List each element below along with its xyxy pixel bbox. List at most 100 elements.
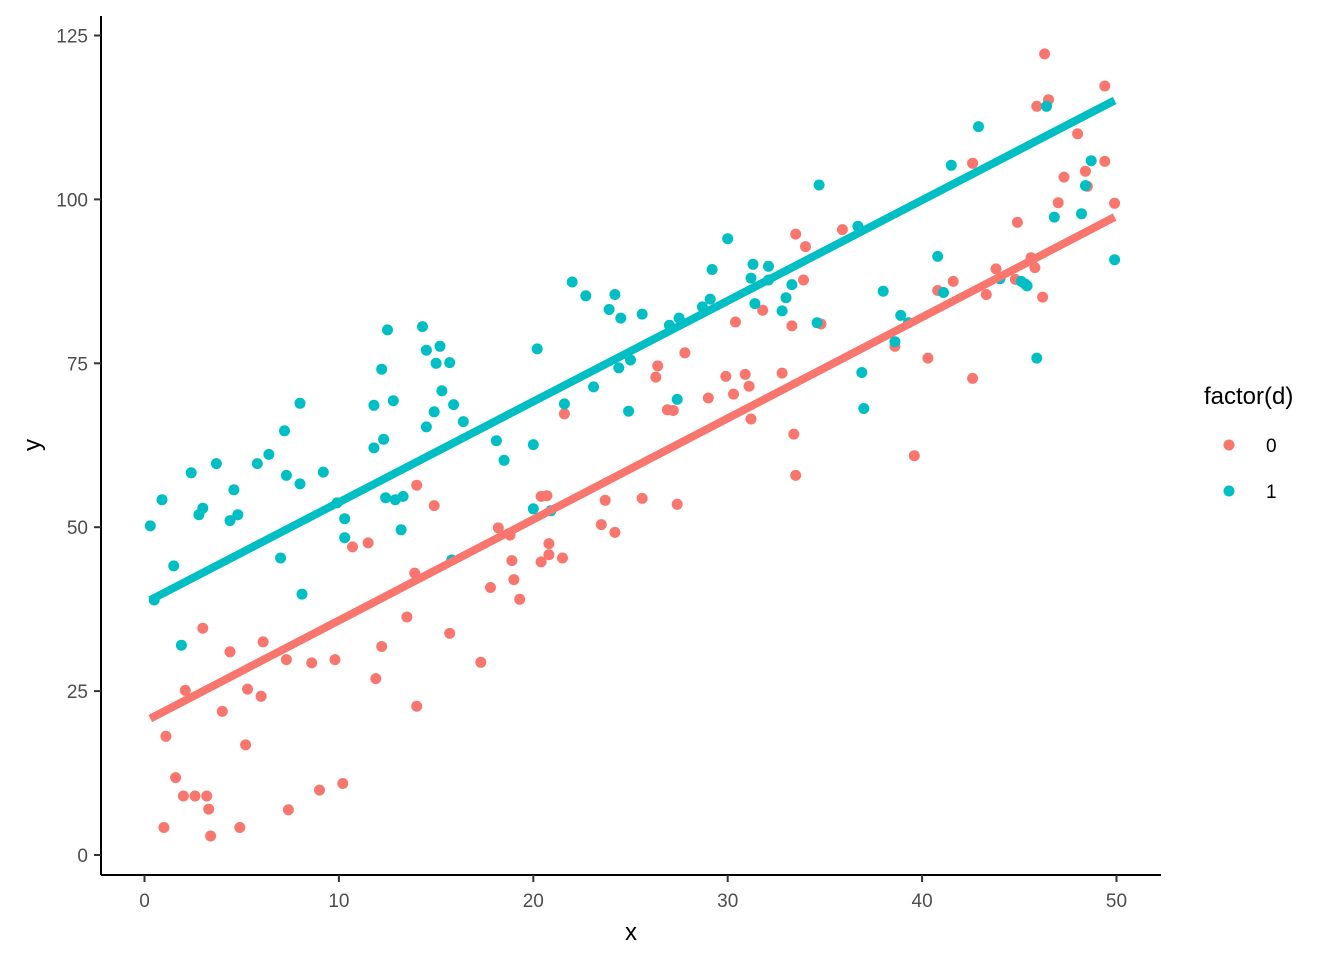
x-axis-ticks: 0 10 20 30 40 50 xyxy=(139,875,1127,912)
data-point xyxy=(889,336,901,348)
data-point xyxy=(580,290,592,302)
x-tick-label: 20 xyxy=(523,891,544,912)
data-point xyxy=(448,399,460,411)
data-point xyxy=(380,492,392,504)
data-point xyxy=(786,279,798,291)
data-point xyxy=(527,439,539,451)
data-point xyxy=(444,627,456,639)
data-point xyxy=(1037,291,1049,303)
x-tick-label: 30 xyxy=(717,891,738,912)
x-tick-label: 50 xyxy=(1106,891,1127,912)
data-point xyxy=(382,324,393,336)
data-point xyxy=(798,274,809,286)
data-point xyxy=(1041,100,1052,112)
data-point xyxy=(615,312,627,324)
data-point xyxy=(228,484,240,496)
data-point xyxy=(294,478,306,490)
data-point xyxy=(401,611,413,623)
data-point xyxy=(790,228,802,240)
data-point xyxy=(636,308,648,320)
data-point xyxy=(776,305,788,317)
data-point xyxy=(279,425,290,437)
data-point xyxy=(557,552,568,564)
regression-lines xyxy=(148,96,1117,723)
data-point xyxy=(967,372,979,384)
data-point xyxy=(945,159,957,171)
y-tick-label: 125 xyxy=(56,27,88,48)
data-point xyxy=(780,292,792,304)
data-point xyxy=(1021,280,1033,292)
data-point xyxy=(337,778,349,789)
data-point xyxy=(444,357,456,369)
data-point xyxy=(1029,262,1041,274)
data-point xyxy=(294,397,306,409)
data-point xyxy=(1099,155,1111,167)
data-point xyxy=(922,352,934,364)
data-point xyxy=(179,684,191,696)
data-point xyxy=(541,490,553,502)
data-point xyxy=(667,405,679,416)
data-point xyxy=(411,479,423,491)
data-point xyxy=(671,498,683,510)
data-point xyxy=(1058,171,1070,183)
data-point xyxy=(411,700,423,712)
y-tick-label: 50 xyxy=(67,518,88,539)
data-point xyxy=(543,549,555,561)
data-point xyxy=(1048,211,1060,223)
data-point xyxy=(671,393,683,405)
data-point xyxy=(436,385,448,397)
y-tick-label: 100 xyxy=(56,190,88,211)
data-point xyxy=(800,241,811,253)
data-point xyxy=(1079,165,1091,177)
data-point xyxy=(706,264,718,275)
data-point xyxy=(339,532,351,544)
data-point xyxy=(747,258,759,270)
data-point xyxy=(947,275,959,287)
data-point xyxy=(749,298,761,310)
data-point xyxy=(895,309,907,321)
data-point xyxy=(908,450,920,462)
x-tick-label: 10 xyxy=(328,891,349,912)
data-point xyxy=(745,413,757,425)
data-point xyxy=(558,408,570,420)
data-point xyxy=(566,276,578,288)
data-point xyxy=(543,538,555,550)
data-point xyxy=(387,395,399,407)
data-point xyxy=(1011,216,1023,228)
data-point xyxy=(757,304,769,316)
data-point xyxy=(728,388,739,400)
data-point xyxy=(197,622,209,634)
data-point xyxy=(457,416,469,428)
data-point xyxy=(588,381,600,393)
data-point xyxy=(395,524,407,536)
data-point xyxy=(625,354,636,366)
data-point xyxy=(160,730,172,742)
legend-label-1: 1 xyxy=(1266,482,1277,503)
data-point xyxy=(702,392,714,404)
data-point xyxy=(428,406,440,418)
data-point xyxy=(1076,208,1087,220)
data-point xyxy=(175,639,187,651)
data-point xyxy=(257,636,269,648)
legend: factor(d) 0 1 xyxy=(1204,383,1293,503)
legend-label-0: 0 xyxy=(1266,436,1277,457)
data-point xyxy=(306,657,318,669)
data-point xyxy=(339,513,351,525)
data-point xyxy=(280,469,292,481)
x-tick-label: 0 xyxy=(139,891,150,912)
data-point xyxy=(314,784,325,796)
data-point xyxy=(376,641,388,652)
data-point xyxy=(242,683,253,695)
data-point xyxy=(763,260,774,272)
data-point xyxy=(811,317,823,329)
data-point xyxy=(168,560,180,572)
data-point xyxy=(197,502,209,514)
data-point xyxy=(720,370,732,382)
data-point xyxy=(492,522,504,534)
data-point xyxy=(1109,254,1121,266)
data-point xyxy=(506,555,518,567)
data-point xyxy=(210,458,222,470)
data-point xyxy=(730,316,741,328)
data-point xyxy=(776,367,788,379)
